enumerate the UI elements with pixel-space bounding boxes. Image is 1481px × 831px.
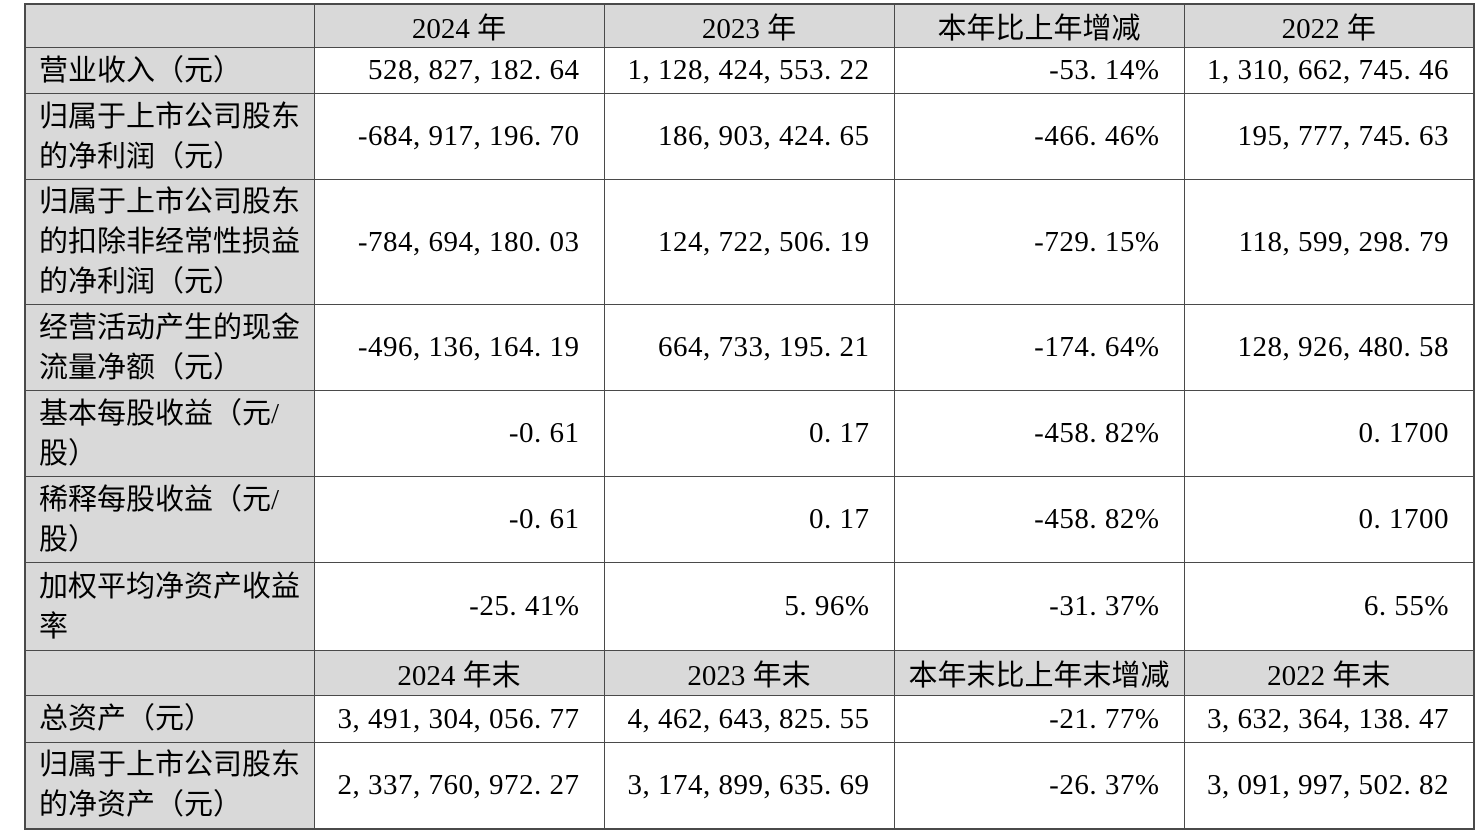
value-cell: 128, 926, 480. 58 bbox=[1183, 304, 1475, 391]
row-diluted-eps: 稀释每股收益（元/ 股） -0. 61 0. 17 -458. 82% 0. 1… bbox=[24, 476, 1475, 563]
annual-header-row: 2024 年 2023 年 本年比上年增减 2022 年 bbox=[24, 3, 1475, 48]
value-cell: 2, 337, 760, 972. 27 bbox=[313, 742, 605, 829]
row-net-assets: 归属于上市公司股东 的净资产（元） 2, 337, 760, 972. 27 3… bbox=[24, 742, 1475, 829]
row-operating-cash-flow: 经营活动产生的现金 流量净额（元） -496, 136, 164. 19 664… bbox=[24, 304, 1475, 391]
col-header-period-end-change: 本年末比上年末增减 bbox=[893, 650, 1185, 696]
value-cell: -26. 37% bbox=[893, 742, 1185, 829]
value-cell: 124, 722, 506. 19 bbox=[603, 179, 895, 305]
col-header-2023: 2023 年 bbox=[603, 3, 895, 48]
row-label-net-profit: 归属于上市公司股东 的净利润（元） bbox=[24, 93, 315, 180]
value-cell: 528, 827, 182. 64 bbox=[313, 47, 605, 94]
row-basic-eps: 基本每股收益（元/ 股） -0. 61 0. 17 -458. 82% 0. 1… bbox=[24, 390, 1475, 477]
row-net-profit: 归属于上市公司股东 的净利润（元） -684, 917, 196. 70 186… bbox=[24, 93, 1475, 180]
value-cell: -21. 77% bbox=[893, 695, 1185, 743]
row-weighted-avg-roe: 加权平均净资产收益 率 -25. 41% 5. 96% -31. 37% 6. … bbox=[24, 562, 1475, 651]
value-cell: 186, 903, 424. 65 bbox=[603, 93, 895, 180]
row-label-net-assets: 归属于上市公司股东 的净资产（元） bbox=[24, 742, 315, 829]
row-label-operating-cash-flow: 经营活动产生的现金 流量净额（元） bbox=[24, 304, 315, 391]
period-end-header-row: 2024 年末 2023 年末 本年末比上年末增减 2022 年末 bbox=[24, 650, 1475, 696]
row-label-basic-eps: 基本每股收益（元/ 股） bbox=[24, 390, 315, 477]
value-cell: -729. 15% bbox=[893, 179, 1185, 305]
row-label-revenue: 营业收入（元） bbox=[24, 47, 315, 94]
value-cell: -174. 64% bbox=[893, 304, 1185, 391]
value-cell: -684, 917, 196. 70 bbox=[313, 93, 605, 180]
key-financials-table: 2024 年 2023 年 本年比上年增减 2022 年 营业收入（元） 528… bbox=[24, 3, 1475, 830]
value-cell: -458. 82% bbox=[893, 476, 1185, 563]
value-cell: 1, 310, 662, 745. 46 bbox=[1183, 47, 1475, 94]
value-cell: 3, 091, 997, 502. 82 bbox=[1183, 742, 1475, 829]
value-cell: 118, 599, 298. 79 bbox=[1183, 179, 1475, 305]
value-cell: -53. 14% bbox=[893, 47, 1185, 94]
value-cell: 0. 1700 bbox=[1183, 476, 1475, 563]
value-cell: 3, 174, 899, 635. 69 bbox=[603, 742, 895, 829]
value-cell: -31. 37% bbox=[893, 562, 1185, 651]
value-cell: -458. 82% bbox=[893, 390, 1185, 477]
col-header-2024-end: 2024 年末 bbox=[313, 650, 605, 696]
row-revenue: 营业收入（元） 528, 827, 182. 64 1, 128, 424, 5… bbox=[24, 47, 1475, 94]
value-cell: 0. 17 bbox=[603, 390, 895, 477]
col-header-2022: 2022 年 bbox=[1183, 3, 1475, 48]
value-cell: 1, 128, 424, 553. 22 bbox=[603, 47, 895, 94]
value-cell: -496, 136, 164. 19 bbox=[313, 304, 605, 391]
value-cell: 664, 733, 195. 21 bbox=[603, 304, 895, 391]
corner-cell bbox=[24, 650, 315, 696]
col-header-2022-end: 2022 年末 bbox=[1183, 650, 1475, 696]
value-cell: 6. 55% bbox=[1183, 562, 1475, 651]
value-cell: -0. 61 bbox=[313, 476, 605, 563]
value-cell: 0. 1700 bbox=[1183, 390, 1475, 477]
col-header-2024: 2024 年 bbox=[313, 3, 605, 48]
value-cell: -0. 61 bbox=[313, 390, 605, 477]
row-net-profit-excl-nonrecurring: 归属于上市公司股东 的扣除非经常性损益 的净利润（元） -784, 694, 1… bbox=[24, 179, 1475, 305]
row-label-net-profit-excl-nonrecurring: 归属于上市公司股东 的扣除非经常性损益 的净利润（元） bbox=[24, 179, 315, 305]
col-header-yoy-change: 本年比上年增减 bbox=[893, 3, 1185, 48]
value-cell: 3, 491, 304, 056. 77 bbox=[313, 695, 605, 743]
row-label-total-assets: 总资产（元） bbox=[24, 695, 315, 743]
value-cell: 5. 96% bbox=[603, 562, 895, 651]
value-cell: -784, 694, 180. 03 bbox=[313, 179, 605, 305]
value-cell: 195, 777, 745. 63 bbox=[1183, 93, 1475, 180]
row-label-diluted-eps: 稀释每股收益（元/ 股） bbox=[24, 476, 315, 563]
col-header-2023-end: 2023 年末 bbox=[603, 650, 895, 696]
value-cell: -25. 41% bbox=[313, 562, 605, 651]
corner-cell bbox=[24, 3, 315, 48]
value-cell: 4, 462, 643, 825. 55 bbox=[603, 695, 895, 743]
row-total-assets: 总资产（元） 3, 491, 304, 056. 77 4, 462, 643,… bbox=[24, 695, 1475, 743]
value-cell: 0. 17 bbox=[603, 476, 895, 563]
row-label-weighted-avg-roe: 加权平均净资产收益 率 bbox=[24, 562, 315, 651]
value-cell: -466. 46% bbox=[893, 93, 1185, 180]
value-cell: 3, 632, 364, 138. 47 bbox=[1183, 695, 1475, 743]
